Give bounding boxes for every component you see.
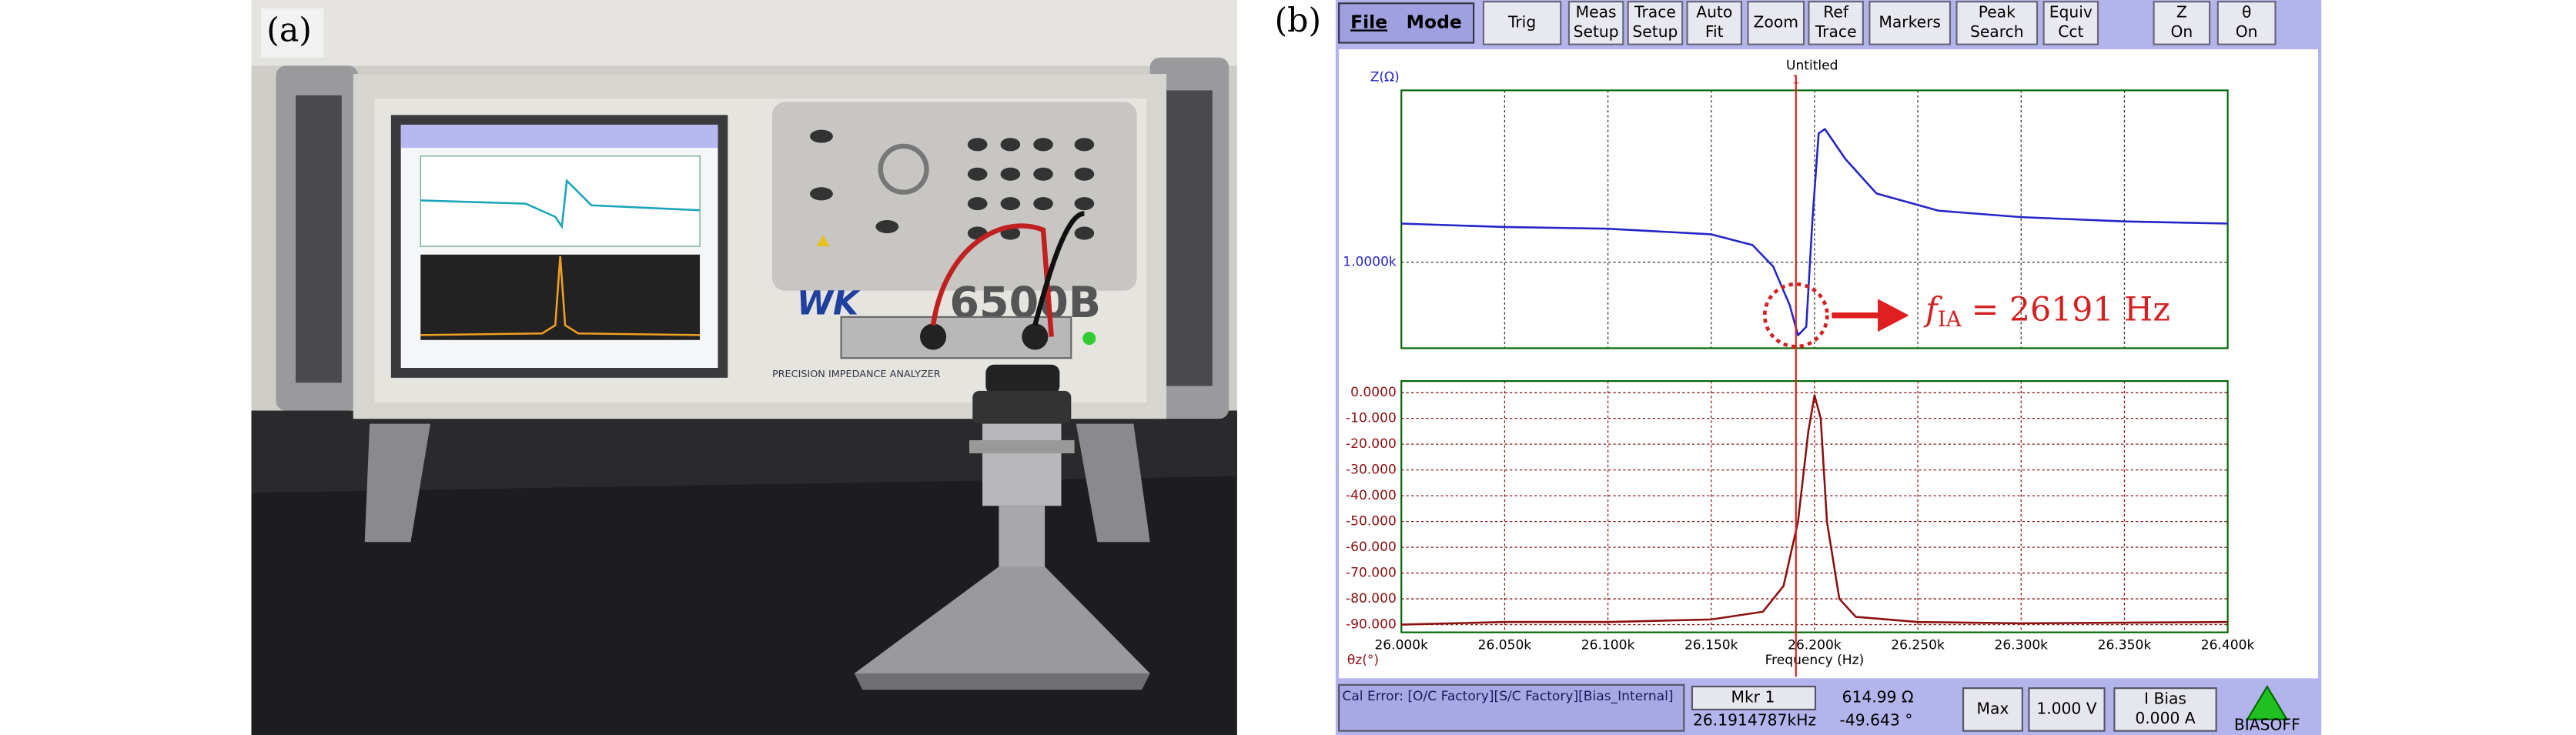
x-tick-label: 26.000k [1374, 638, 1428, 653]
annotation-value: = 26191 Hz [1972, 290, 2170, 329]
photo: WK 6500B PRECISION IMPEDANCE ANALYZER [251, 0, 1237, 735]
status-bar: Cal Error: [O/C Factory][S/C Factory][Bi… [1338, 683, 2300, 734]
plot-window [1339, 49, 2318, 679]
button-label: Z [2176, 3, 2187, 22]
subscript: IA [1938, 306, 1962, 332]
button-label: Trace [1815, 22, 1857, 41]
button-label: Trig [1507, 12, 1536, 31]
annotation: fIA = 26191 Hz [1762, 282, 2170, 349]
x-tick-label: 26.050k [1478, 638, 1532, 653]
y-tick-label: 0.0000 [1350, 385, 1397, 400]
button-label: Zoom [1754, 12, 1798, 31]
y-axis-label: θz(°) [1347, 653, 1379, 668]
y-tick-label: -30.000 [1346, 463, 1397, 478]
y-tick-label: -80.000 [1346, 591, 1397, 606]
toolbar-button[interactable] [2042, 1, 2099, 45]
x-tick-label: 26.350k [2098, 638, 2152, 653]
cal-status: Cal Error: [O/C Factory][S/C Factory][Bi… [1342, 689, 1673, 704]
marker-freq: 26.1914787kHz [1693, 710, 1816, 729]
button-label: Search [1970, 22, 2024, 41]
x-tick-label: 26.150k [1684, 638, 1738, 653]
panel-label: (a) [266, 12, 312, 50]
toolbar-button[interactable] [1482, 1, 1562, 45]
panel-label: (b) [1275, 2, 1322, 40]
toolbar-button[interactable] [2153, 1, 2211, 45]
button-label: Fit [1705, 22, 1724, 41]
window-title: Untitled [1786, 58, 1838, 73]
y-tick-label: -20.000 [1346, 436, 1397, 452]
data-line [1401, 128, 2228, 336]
y-tick-label: -90.000 [1346, 617, 1397, 633]
button-label: Trace [1634, 3, 1676, 22]
marker-label: 1 [1792, 73, 1800, 87]
y-tick-label: -40.000 [1346, 488, 1397, 503]
toolbar-button[interactable] [2216, 1, 2277, 45]
toolbar-button[interactable] [1686, 1, 1743, 45]
annotation-text: fIA = 26191 Hz [1923, 290, 2170, 331]
y-tick-label: -50.000 [1346, 514, 1397, 530]
caption: PRECISION IMPEDANCE ANALYZER [772, 369, 941, 380]
x-tick-label: 26.400k [2201, 638, 2255, 653]
button-label: Markers [1878, 12, 1941, 31]
toolbar-button[interactable] [1567, 1, 1624, 45]
y-tick-label: -70.000 [1346, 566, 1397, 581]
x-axis-label: Frequency (Hz) [1765, 653, 1865, 668]
bias-state: BIASOFF [2234, 716, 2300, 734]
toolbar-button[interactable] [1747, 1, 1805, 45]
button-label: On [2236, 22, 2258, 41]
button-label: Cct [2058, 22, 2083, 41]
button-label: Auto [1696, 3, 1732, 22]
charts: 1.0000k Z(Ω) 26.000k 26.050k 26.100k 26.150k 2… [1343, 69, 2255, 677]
button-label: Setup [1574, 22, 1619, 41]
plot-frame [1400, 380, 2229, 633]
button[interactable] [1691, 685, 1817, 710]
phase: -49.643 ° [1840, 710, 1913, 729]
button-label: Setup [1632, 22, 1678, 41]
button-label: Meas [1576, 3, 1617, 22]
menu[interactable]: Mode [1407, 11, 1462, 32]
button-label: Max [1977, 699, 2009, 717]
impedance: 614.99 Ω [1842, 687, 1914, 706]
button-label: θ [2242, 3, 2251, 22]
plot-frame [1400, 89, 2229, 349]
button[interactable] [1962, 687, 2023, 732]
button-label: On [2170, 22, 2193, 41]
x-tick-label: 26.100k [1581, 638, 1635, 653]
y-tick-label: 1.0000k [1343, 255, 1397, 270]
toolbar-button[interactable] [1955, 1, 2039, 45]
toolbar-button[interactable] [1868, 1, 1952, 45]
toolbar: TrigMeasSetupTraceSetupAutoFitZoomRefTra… [1482, 1, 2277, 45]
x-tick-label: 26.250k [1891, 638, 1945, 653]
button-label: 1.000 V [2036, 699, 2096, 717]
y-axis-label: Z(Ω) [1370, 69, 1400, 85]
toolbar-button[interactable] [1808, 1, 1864, 45]
x-tick-label: 26.300k [1994, 638, 2048, 653]
toolbar-button[interactable] [1627, 1, 1684, 45]
y-tick-label: -60.000 [1346, 540, 1397, 555]
button-label: Peak [1979, 3, 2016, 22]
button-label: Mkr 1 [1731, 687, 1775, 706]
menu-bar [1338, 2, 1475, 44]
button-label: Equiv [2049, 3, 2093, 22]
button[interactable] [2028, 687, 2106, 732]
y-tick-label: -10.000 [1346, 411, 1397, 426]
button-label: I Bias [2144, 690, 2186, 708]
x-tick-label: 26.200k [1788, 638, 1842, 653]
button[interactable] [2113, 687, 2217, 732]
data-line [1401, 394, 2228, 626]
menu[interactable]: File [1350, 11, 1387, 32]
button-label: 0.000 A [2135, 709, 2195, 727]
button-label: Ref [1823, 3, 1849, 22]
